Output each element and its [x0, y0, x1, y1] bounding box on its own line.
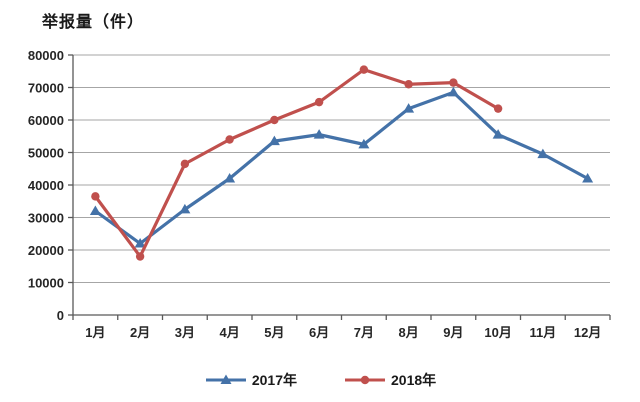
data-point-triangle-icon [447, 86, 459, 97]
x-tick-label: 7月 [354, 325, 374, 340]
y-tick-label: 20000 [28, 243, 64, 258]
data-point-circle-icon [225, 135, 234, 144]
axes [68, 54, 611, 320]
data-point-circle-icon [359, 65, 369, 74]
y-tick-label: 50000 [28, 146, 64, 161]
data-point-triangle-icon [224, 173, 236, 183]
y-tick-label: 60000 [28, 113, 64, 128]
legend-item-2018: 2018年 [343, 370, 436, 390]
series-2018年 [91, 65, 503, 261]
x-tick-label: 6月 [309, 325, 329, 340]
data-point-triangle-icon [89, 205, 101, 215]
axis-labels: 0 10000 20000 30000 40000 50000 60000 70000 8000… [28, 48, 602, 340]
data-point-triangle-icon [313, 129, 325, 139]
x-tick-label: 9月 [443, 325, 463, 340]
data-point-triangle-icon [582, 173, 594, 183]
x-tick-label: 5月 [264, 325, 284, 340]
data-point-circle-icon [360, 375, 370, 385]
chart-title: 举报量（件） [42, 14, 145, 31]
data-point-circle-icon [270, 115, 279, 125]
data-point-triangle-icon [537, 148, 549, 159]
y-tick-label: 0 [57, 308, 64, 323]
x-tick-label: 1月 [85, 325, 105, 340]
series-line [93, 90, 590, 246]
legend-marker-2017-icon [205, 374, 246, 384]
x-tick-label: 10月 [484, 325, 511, 340]
series-line [93, 68, 500, 259]
y-tick-label: 80000 [28, 48, 64, 63]
data-point-triangle-icon [134, 238, 146, 248]
y-tick-label: 10000 [28, 276, 64, 291]
x-tick-label: 8月 [399, 325, 419, 340]
legend: 2017年 2018年 [0, 370, 640, 390]
data-point-triangle-icon [492, 129, 504, 139]
data-point-circle-icon [91, 192, 100, 201]
data-point-circle-icon [404, 80, 413, 89]
x-tick-label: 2月 [130, 325, 150, 340]
data-point-triangle-icon [403, 103, 415, 113]
series-2017年 [89, 86, 594, 248]
plot-area: 0 10000 20000 30000 40000 50000 60000 70000 8000… [28, 48, 611, 340]
legend-label-2018: 2018年 [391, 372, 437, 388]
legend-label-2017: 2017年 [251, 372, 297, 388]
x-tick-label: 11月 [530, 325, 557, 340]
legend-item-2017: 2017年 [204, 370, 297, 390]
y-tick-label: 70000 [28, 81, 64, 96]
data-point-circle-icon [493, 104, 503, 113]
data-point-triangle-icon [268, 135, 280, 146]
data-point-circle-icon [135, 252, 145, 261]
y-tick-label: 30000 [28, 211, 64, 226]
y-tick-label: 40000 [28, 178, 64, 193]
data-point-circle-icon [449, 78, 458, 87]
data-point-triangle-icon [179, 203, 191, 214]
x-tick-label: 4月 [220, 325, 240, 340]
legend-marker-2018-icon [345, 375, 385, 385]
x-tick-label: 3月 [175, 325, 195, 340]
data-point-circle-icon [180, 159, 190, 169]
data-point-triangle-icon [358, 138, 370, 149]
x-tick-label: 12月 [574, 325, 601, 340]
data-point-triangle-icon [220, 374, 232, 384]
data-point-circle-icon [314, 97, 324, 107]
gridlines [73, 54, 610, 283]
